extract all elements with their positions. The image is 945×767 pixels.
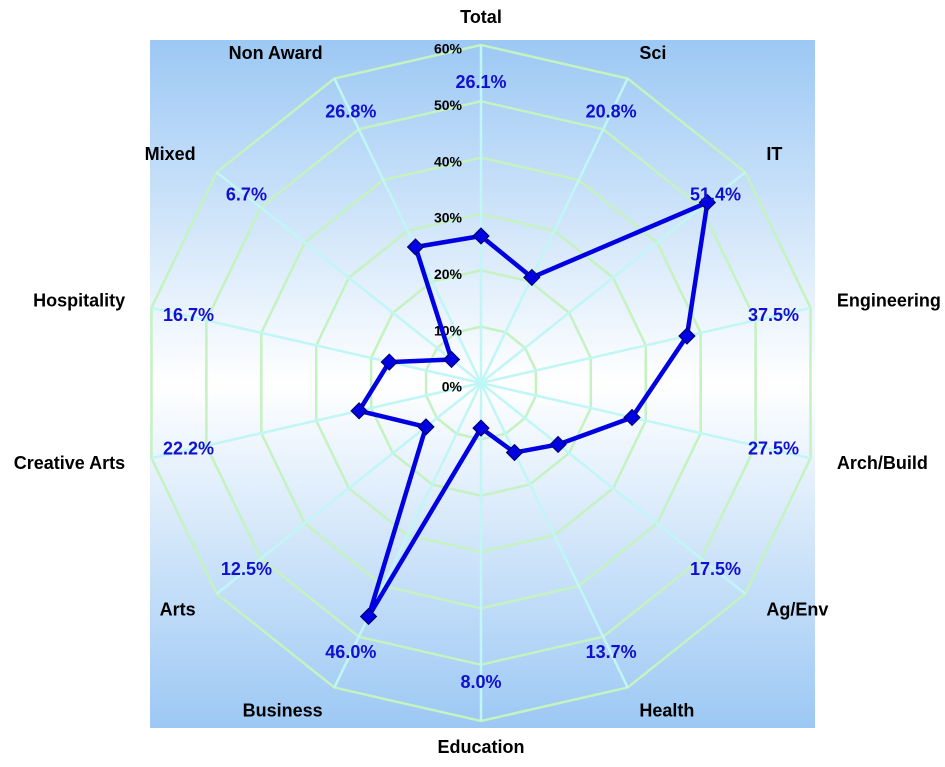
- r-tick-label: 20%: [434, 266, 463, 282]
- marker: [549, 435, 567, 454]
- value-label: 17.5%: [690, 559, 741, 579]
- value-label: 6.7%: [226, 185, 267, 205]
- spoke: [480, 382, 747, 595]
- category-label: Hospitality: [33, 291, 125, 311]
- marker: [623, 408, 641, 427]
- category-label: Engineering: [837, 291, 941, 311]
- marker: [417, 418, 435, 436]
- marker: [678, 327, 696, 345]
- category-label: Creative Arts: [14, 453, 125, 473]
- spoke: [151, 306, 482, 385]
- r-tick-label: 60%: [434, 41, 463, 57]
- spoke: [333, 382, 483, 689]
- category-label: Arch/Build: [837, 453, 928, 473]
- marker: [350, 402, 368, 420]
- value-label: 8.0%: [460, 672, 501, 692]
- value-label: 12.5%: [221, 559, 272, 579]
- r-tick-label: 40%: [434, 153, 463, 169]
- value-label: 37.5%: [748, 305, 799, 325]
- spoke: [479, 77, 629, 384]
- marker: [406, 238, 425, 256]
- category-label: Non Award: [229, 43, 323, 63]
- value-label: 13.7%: [586, 642, 637, 662]
- spoke: [151, 381, 482, 460]
- value-label: 51.4%: [690, 185, 741, 205]
- marker: [698, 193, 717, 212]
- category-label: Ag/Env: [766, 599, 828, 619]
- value-label: 46.0%: [325, 642, 376, 662]
- marker: [472, 419, 490, 437]
- spoke: [480, 381, 811, 460]
- category-label: Mixed: [145, 144, 196, 164]
- value-label: 27.5%: [748, 439, 799, 459]
- r-tick-label: 0%: [442, 379, 463, 395]
- value-label: 26.8%: [325, 101, 376, 121]
- category-label: Total: [460, 7, 502, 27]
- marker: [359, 607, 378, 626]
- value-label: 16.7%: [163, 305, 214, 325]
- marker: [505, 443, 524, 462]
- r-tick-label: 30%: [434, 210, 463, 226]
- marker: [523, 268, 541, 287]
- category-label: Health: [639, 701, 694, 721]
- r-tick-label: 50%: [434, 97, 463, 113]
- marker: [380, 353, 398, 371]
- category-label: Education: [437, 737, 524, 757]
- value-label: 20.8%: [586, 101, 637, 121]
- marker: [442, 350, 461, 369]
- spoke: [215, 171, 482, 384]
- category-label: Sci: [639, 43, 666, 63]
- spoke: [480, 306, 811, 385]
- value-label: 22.2%: [163, 439, 214, 459]
- category-label: Arts: [160, 599, 196, 619]
- spoke: [333, 77, 483, 384]
- marker: [472, 227, 490, 245]
- category-label: Business: [243, 701, 323, 721]
- spoke: [479, 382, 629, 689]
- category-label: IT: [766, 144, 782, 164]
- value-label: 26.1%: [455, 72, 506, 92]
- spoke: [215, 382, 482, 595]
